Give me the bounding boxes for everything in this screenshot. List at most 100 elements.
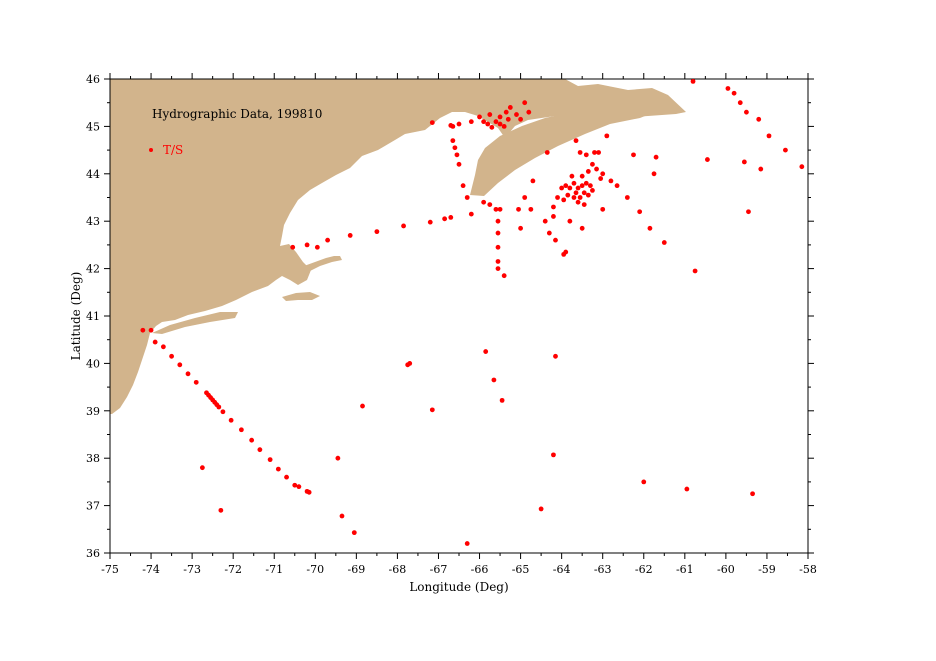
- data-point: [152, 339, 158, 345]
- data-point: [516, 206, 521, 212]
- legend-label: T/S: [163, 143, 183, 157]
- y-tick-label: 36: [86, 547, 100, 560]
- data-point: [585, 192, 591, 198]
- data-point: [257, 447, 263, 453]
- data-point: [487, 202, 493, 208]
- data-point: [495, 218, 501, 224]
- data-point: [495, 230, 501, 236]
- data-point: [218, 507, 224, 513]
- y-tick-label: 44: [86, 168, 100, 181]
- data-point: [783, 147, 788, 153]
- legend: T/S: [149, 143, 183, 157]
- x-tick-label: -75: [101, 563, 119, 576]
- data-point: [442, 216, 448, 222]
- x-tick-label: -58: [799, 563, 817, 576]
- data-point: [483, 349, 489, 354]
- data-point: [581, 190, 587, 196]
- y-tick-label: 42: [86, 263, 100, 276]
- data-point: [585, 169, 591, 174]
- data-point: [495, 259, 501, 264]
- data-point: [651, 171, 657, 177]
- data-point: [653, 154, 659, 160]
- data-point: [501, 273, 507, 279]
- data-point: [528, 206, 534, 212]
- data-point: [737, 100, 743, 106]
- y-tick-label: 45: [86, 120, 100, 133]
- data-point: [448, 123, 454, 128]
- data-point: [452, 145, 458, 151]
- data-point: [505, 116, 511, 122]
- data-point: [604, 133, 610, 139]
- data-point: [304, 242, 310, 248]
- data-point: [454, 152, 460, 158]
- data-point: [493, 119, 499, 125]
- data-point: [614, 183, 620, 189]
- data-point: [766, 133, 772, 139]
- data-point: [563, 183, 569, 189]
- data-point: [756, 116, 762, 122]
- data-point: [758, 166, 764, 172]
- data-point: [553, 237, 558, 243]
- data-point: [518, 225, 523, 231]
- data-point: [571, 180, 577, 186]
- data-point: [169, 353, 174, 359]
- data-point: [561, 251, 567, 257]
- x-tick-label: -62: [635, 563, 653, 576]
- x-tick-label: -68: [389, 563, 407, 576]
- data-point: [553, 353, 558, 359]
- data-point: [575, 199, 581, 205]
- legend-marker: [149, 148, 153, 152]
- land-long-island: [152, 312, 238, 334]
- data-point: [546, 230, 552, 236]
- data-point: [177, 362, 183, 368]
- x-tick-label: -66: [471, 563, 489, 576]
- x-tick-label: -74: [142, 563, 160, 576]
- data-point: [314, 244, 320, 250]
- data-point: [579, 173, 585, 179]
- data-point: [351, 530, 357, 536]
- data-point: [608, 178, 614, 184]
- axes: -75 -74 -73 -72 -71 -70 -69 -68 -67 -66 -65 -64 -63 -…: [86, 73, 817, 576]
- data-point: [497, 121, 503, 127]
- data-point: [661, 240, 667, 245]
- data-point: [220, 409, 226, 415]
- data-point: [325, 237, 331, 243]
- data-point: [600, 171, 606, 177]
- data-point: [705, 157, 710, 162]
- data-point: [489, 124, 495, 130]
- land-map: [110, 79, 686, 414]
- x-tick-label: -59: [758, 563, 776, 576]
- data-point: [567, 218, 573, 224]
- data-point: [583, 152, 589, 158]
- chart-title: Hydrographic Data, 199810: [152, 107, 322, 121]
- data-point: [193, 379, 199, 385]
- data-point: [448, 215, 454, 220]
- x-tick-label: -67: [430, 563, 448, 576]
- x-tick-label: -65: [512, 563, 530, 576]
- land-islands: [282, 292, 320, 301]
- data-point: [559, 185, 565, 191]
- data-point: [590, 161, 595, 167]
- data-point: [495, 266, 501, 271]
- data-point: [551, 452, 556, 458]
- data-point: [590, 187, 595, 193]
- data-point: [296, 484, 302, 490]
- data-point: [690, 79, 696, 84]
- data-point: [407, 361, 413, 366]
- data-point: [731, 90, 737, 96]
- data-point: [522, 195, 528, 200]
- data-point: [522, 100, 528, 106]
- data-point: [542, 218, 548, 224]
- data-point: [573, 138, 579, 144]
- data-point: [641, 479, 647, 485]
- data-point: [600, 206, 606, 212]
- land-cape-cod: [304, 256, 342, 272]
- data-point: [565, 192, 571, 198]
- data-point: [577, 150, 583, 155]
- data-point: [575, 185, 581, 191]
- data-point: [429, 120, 435, 126]
- data-point: [598, 176, 604, 181]
- data-point: [579, 183, 585, 189]
- data-point: [596, 150, 601, 155]
